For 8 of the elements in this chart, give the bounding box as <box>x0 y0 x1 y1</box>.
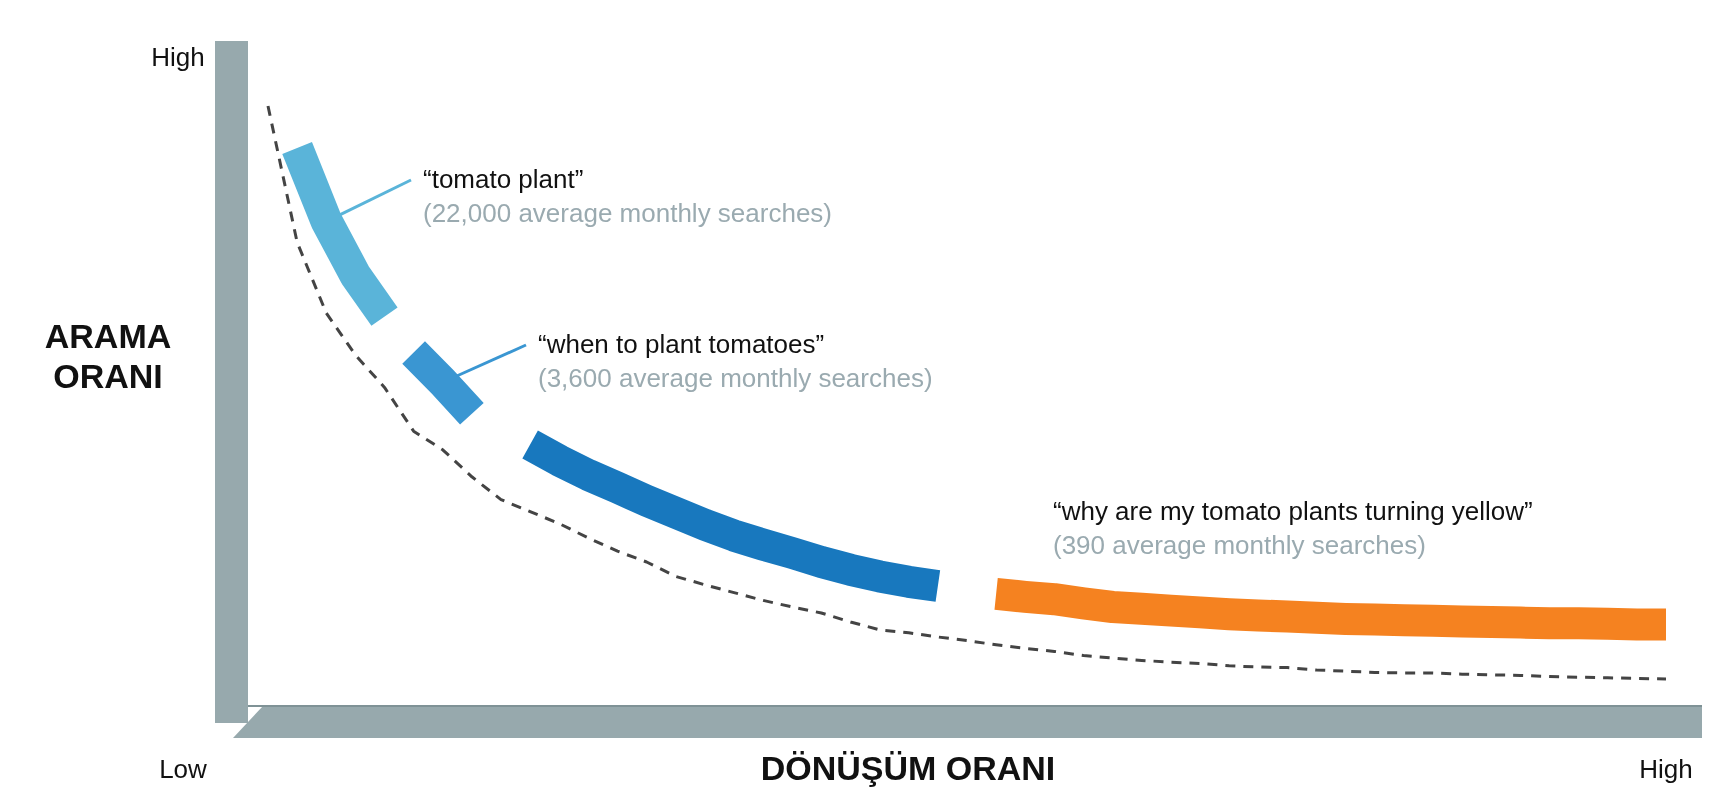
text: High <box>1639 754 1693 784</box>
y-axis-title: ARAMA ORANI <box>44 317 172 395</box>
x-axis-title: DÖNÜŞÜM ORANI <box>760 749 1056 787</box>
annotation: “why are my tomato plants turning yellow” (390 average monthly searches) <box>1053 496 1533 560</box>
text: Low <box>159 754 208 784</box>
annotation: “when to plant tomatoes” (3,600 average monthly searches) <box>538 329 933 393</box>
text: High <box>151 42 205 72</box>
annotation: “tomato plant” (22,000 average monthly searches) <box>423 164 833 228</box>
